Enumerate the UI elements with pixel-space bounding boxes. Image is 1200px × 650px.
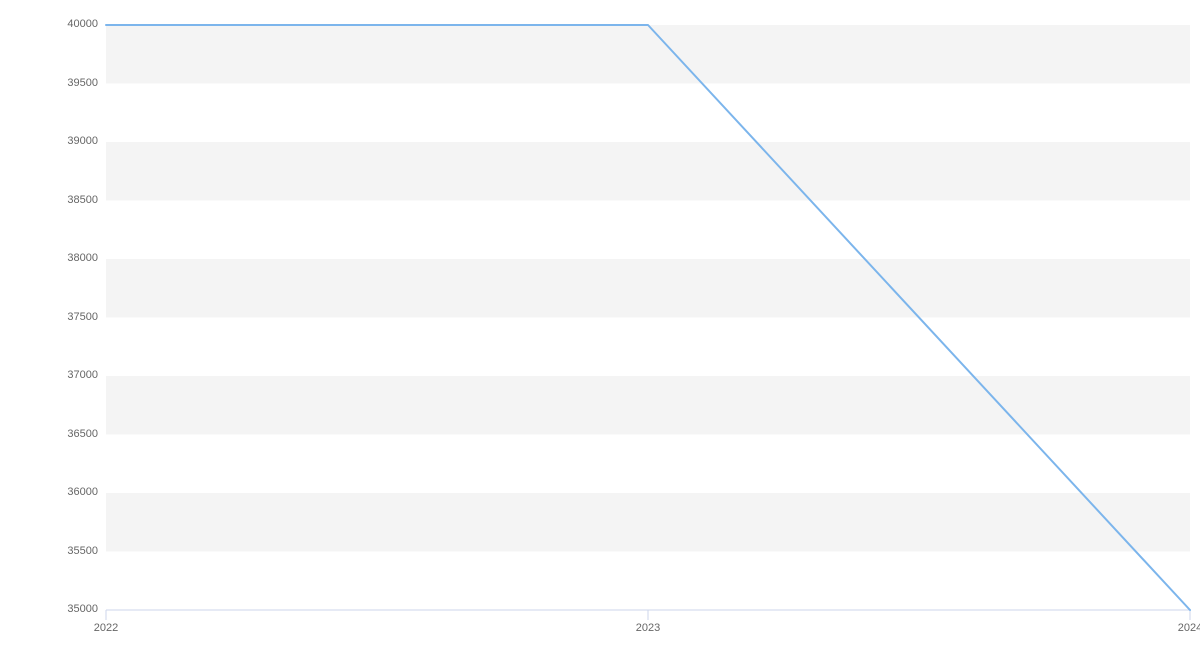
y-tick-label: 35500 xyxy=(67,545,98,557)
salary-chart: ЗАРПЛАТА В ГОРСВЕТ | Данные mnogo.work 3… xyxy=(0,0,1200,650)
x-tick-label: 2022 xyxy=(94,622,118,634)
y-tick-label: 37000 xyxy=(67,369,98,381)
y-tick-label: 40000 xyxy=(67,18,98,30)
y-tick-label: 38000 xyxy=(67,252,98,264)
y-tick-label: 39000 xyxy=(67,135,98,147)
y-tick-label: 37500 xyxy=(67,311,98,323)
y-tick-label: 36500 xyxy=(67,428,98,440)
x-tick-label: 2023 xyxy=(636,622,660,634)
y-tick-label: 38500 xyxy=(67,194,98,206)
y-tick-label: 39500 xyxy=(67,77,98,89)
x-tick-label: 2024 xyxy=(1178,622,1200,634)
y-tick-label: 36000 xyxy=(67,486,98,498)
y-tick-label: 35000 xyxy=(67,603,98,615)
chart-plot-svg xyxy=(0,0,1200,650)
